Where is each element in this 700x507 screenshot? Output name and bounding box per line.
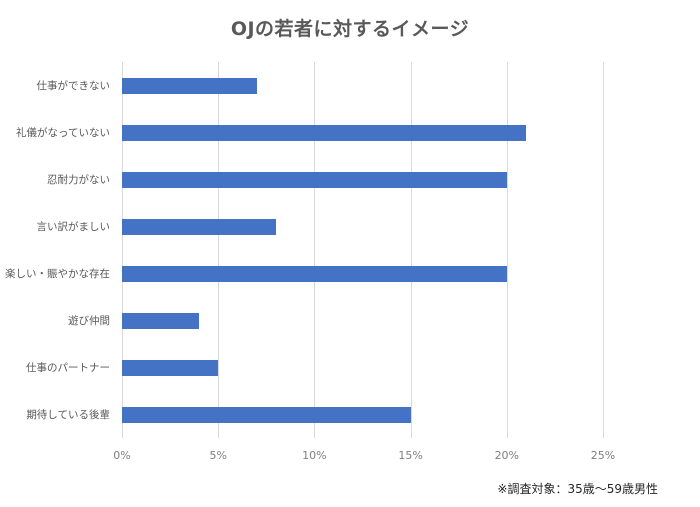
bar: [122, 77, 257, 94]
plot-area: [122, 62, 604, 438]
category-label: 楽しい・賑やかな存在: [5, 267, 110, 280]
x-tick-label: 15%: [398, 449, 423, 462]
gridline: [218, 62, 220, 438]
bar: [122, 265, 507, 282]
gridline: [122, 62, 123, 438]
category-label: 遊び仲間: [68, 314, 110, 327]
x-tick-label: 5%: [209, 449, 227, 462]
category-label: 言い訳がましい: [36, 220, 111, 233]
bar: [122, 406, 411, 423]
category-label: 仕事ができない: [36, 79, 111, 92]
chart-title: OJの若者に対するイメージ: [230, 18, 470, 40]
bar: [122, 312, 199, 329]
x-tick-label: 0%: [113, 449, 131, 462]
gridline: [603, 62, 604, 438]
bar: [122, 124, 527, 141]
category-label: 礼儀がなっていない: [16, 126, 110, 139]
category-label: 忍耐力がない: [47, 173, 110, 186]
footnote: ※調査対象：35歳〜59歳男性: [497, 482, 658, 496]
gridline: [506, 62, 508, 438]
bar: [122, 171, 507, 188]
gridline: [410, 62, 412, 438]
x-tick-label: 20%: [494, 449, 520, 462]
category-label: 期待している後輩: [26, 408, 110, 421]
x-tick-label: 10%: [302, 449, 327, 462]
x-tick-label: 25%: [590, 449, 616, 462]
bar: [122, 218, 276, 235]
category-label: 仕事のパートナー: [26, 361, 110, 374]
gridline: [314, 62, 316, 438]
bar: [122, 359, 219, 376]
